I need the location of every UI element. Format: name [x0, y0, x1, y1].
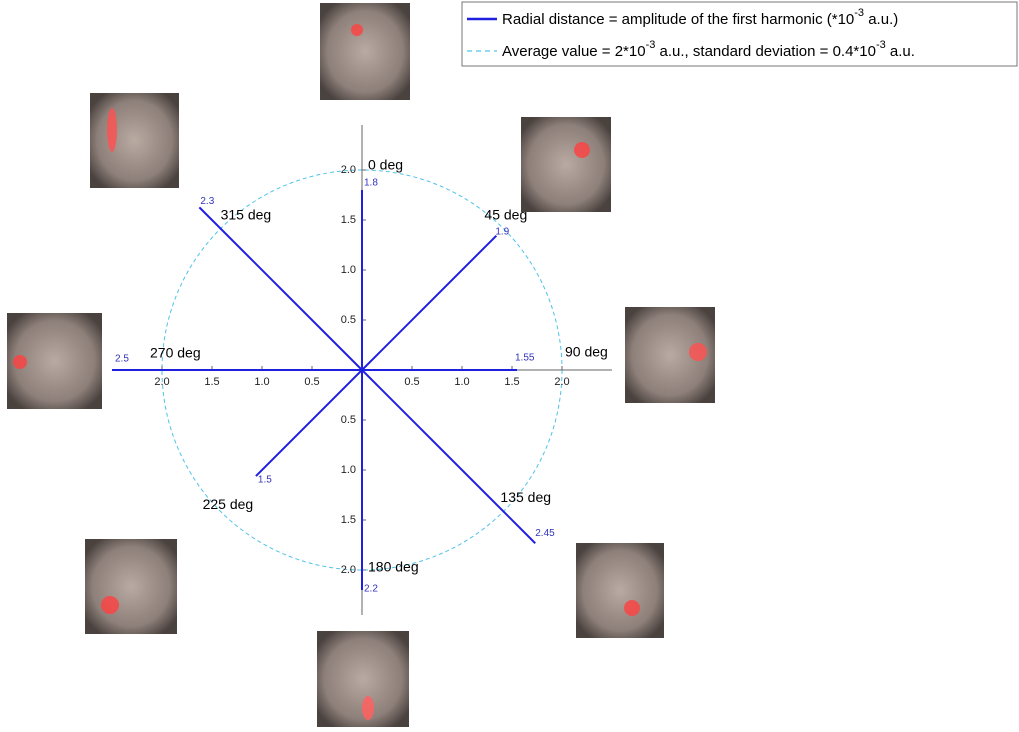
- x-tick-label: 1.5: [204, 376, 219, 388]
- photo: [7, 313, 102, 409]
- value-label: 2.2: [364, 584, 378, 595]
- x-tick-label: 0.5: [404, 376, 419, 388]
- angle-label: 180 deg: [368, 559, 419, 575]
- angle-label: 45 deg: [484, 206, 527, 222]
- value-label: 2.3: [200, 196, 214, 207]
- superscript: -3: [876, 39, 886, 51]
- x-tick-label: 0.5: [304, 376, 319, 388]
- x-tick-label: 1.0: [254, 376, 269, 388]
- value-label: 1.55: [515, 353, 535, 364]
- angle-label: 225 deg: [203, 496, 254, 512]
- y-tick-label: 1.5: [341, 514, 356, 526]
- x-tick-label: 1.0: [454, 376, 469, 388]
- superscript: -3: [854, 7, 864, 19]
- value-label: 2.45: [535, 528, 555, 539]
- y-tick-label: 1.0: [341, 264, 356, 276]
- photo: [521, 117, 611, 212]
- legend-text: Radial distance = amplitude of the first…: [502, 11, 854, 28]
- spoke: [198, 206, 363, 371]
- y-tick-label: 1.0: [341, 464, 356, 476]
- photo: [625, 307, 715, 403]
- angle-label: 270 deg: [150, 345, 201, 361]
- spoke: [361, 234, 498, 371]
- legend-label: Average value = 2*10-3 a.u., standard de…: [502, 39, 915, 60]
- y-tick-label: 0.5: [341, 314, 356, 326]
- spoke: [255, 369, 363, 477]
- photos: [7, 3, 715, 727]
- angle-label: 135 deg: [500, 489, 551, 505]
- angle-label: 0 deg: [368, 157, 403, 173]
- photo: [320, 3, 410, 100]
- y-tick-label: 2.0: [341, 564, 356, 576]
- photo: [317, 631, 409, 727]
- x-tick-label: 2.0: [154, 376, 169, 388]
- legend: Radial distance = amplitude of the first…: [461, 1, 1018, 67]
- y-tick-label: 0.5: [341, 414, 356, 426]
- x-tick-label: 2.0: [554, 376, 569, 388]
- value-label: 1.9: [495, 226, 509, 237]
- legend-box: [461, 1, 1018, 67]
- angle-label: 90 deg: [565, 344, 608, 360]
- value-label: 2.5: [115, 354, 129, 365]
- legend-label: Radial distance = amplitude of the first…: [502, 7, 898, 28]
- x-tick-label: 1.5: [504, 376, 519, 388]
- superscript: -3: [646, 39, 656, 51]
- legend-text: a.u., standard deviation = 0.4*10: [655, 43, 876, 60]
- legend-text: a.u.): [864, 11, 898, 28]
- y-tick-label: 1.5: [341, 214, 356, 226]
- photo: [90, 93, 179, 188]
- photo: [576, 543, 664, 638]
- value-label: 1.8: [364, 178, 378, 189]
- photo: [85, 539, 177, 634]
- y-tick-label: 2.0: [341, 164, 356, 176]
- value-label: 1.5: [258, 475, 272, 486]
- legend-text: a.u.: [886, 43, 915, 60]
- spoke: [361, 369, 536, 544]
- angle-label: 315 deg: [221, 206, 272, 222]
- legend-text: Average value = 2*10: [502, 43, 646, 60]
